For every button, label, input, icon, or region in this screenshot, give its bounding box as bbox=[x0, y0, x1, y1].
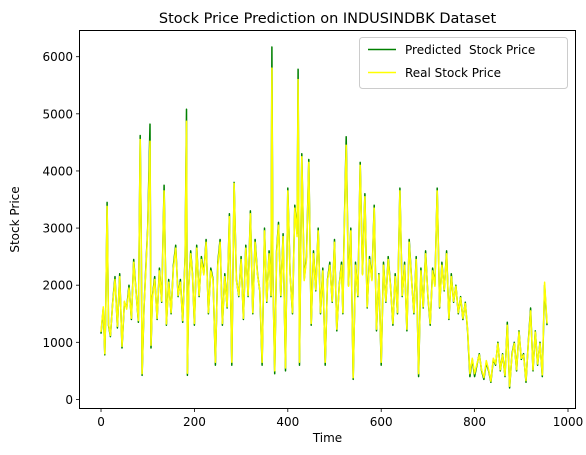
y-axis-title: Stock Price bbox=[8, 186, 22, 252]
y-axis: 0 1000 2000 3000 4000 5000 6000 bbox=[42, 50, 80, 407]
legend-predicted-label: Predicted Stock Price bbox=[405, 43, 535, 57]
x-tick-label: 200 bbox=[183, 415, 206, 429]
x-tick-label: 600 bbox=[370, 415, 393, 429]
y-tick-label: 5000 bbox=[42, 107, 73, 121]
x-axis-title: Time bbox=[312, 431, 342, 445]
y-tick-label: 6000 bbox=[42, 50, 73, 64]
y-tick-label: 3000 bbox=[42, 222, 73, 236]
legend-real-label: Real Stock Price bbox=[405, 66, 501, 80]
x-axis: 0 200 400 600 800 1000 bbox=[97, 408, 583, 429]
chart-title: Stock Price Prediction on INDUSINDBK Dat… bbox=[159, 11, 497, 27]
y-tick-label: 2000 bbox=[42, 279, 73, 293]
x-tick-label: 0 bbox=[97, 415, 105, 429]
plot-area bbox=[100, 46, 548, 389]
x-tick-label: 400 bbox=[276, 415, 299, 429]
y-tick-label: 4000 bbox=[42, 164, 73, 178]
y-tick-label: 1000 bbox=[42, 336, 73, 350]
x-tick-label: 800 bbox=[463, 415, 486, 429]
legend-box bbox=[359, 37, 568, 89]
plot-frame bbox=[79, 30, 576, 409]
legend: Predicted Stock Price Real Stock Price bbox=[359, 37, 568, 89]
x-tick-label: 1000 bbox=[553, 415, 584, 429]
y-tick-label: 0 bbox=[65, 393, 73, 407]
series-line-real bbox=[100, 67, 548, 388]
